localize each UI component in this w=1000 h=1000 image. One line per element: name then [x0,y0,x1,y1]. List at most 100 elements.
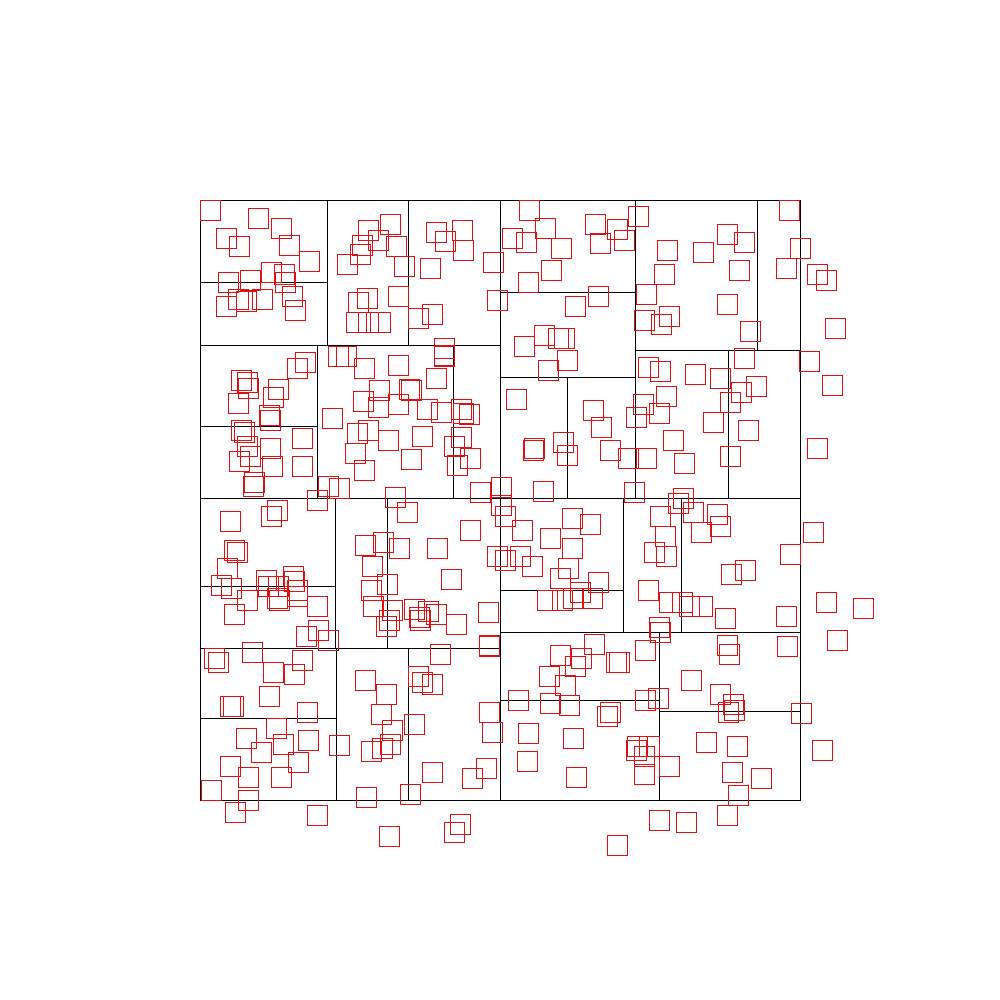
point-box [243,476,264,497]
point-box [229,451,250,472]
point-box [447,455,468,476]
point-box [590,233,611,254]
point-boxes [200,200,874,856]
point-box [388,286,409,307]
point-box [380,214,401,235]
partition-cell [757,200,801,351]
point-box [430,644,451,665]
point-box [693,242,714,263]
point-box [649,403,670,424]
point-box [350,244,371,265]
point-box [550,568,571,589]
point-box [482,722,503,743]
point-box [260,438,281,459]
point-box [400,784,421,805]
point-box [380,734,401,755]
point-box [267,500,288,521]
point-box [420,258,441,279]
point-box [657,240,678,261]
point-box [618,448,639,469]
partition-cell [200,282,328,346]
point-box [242,642,263,663]
point-box [651,314,672,335]
point-box [685,364,706,385]
point-box [417,399,438,420]
point-box [389,538,410,559]
partition-cell [635,350,729,499]
point-box [329,478,350,499]
point-box [388,355,409,376]
point-box [409,607,430,628]
point-box [292,456,313,477]
point-box [259,686,280,707]
point-box [659,592,680,613]
point-box [412,426,433,447]
point-box [460,520,481,541]
point-box [636,284,657,305]
point-box [609,652,630,673]
point-box [216,296,237,317]
point-box [236,291,257,312]
point-box [240,270,261,291]
point-box [638,357,659,378]
point-box [248,208,269,229]
point-box [394,256,415,277]
point-box [444,436,465,457]
point-box [422,762,443,783]
point-box [453,403,474,424]
point-box [274,264,295,285]
point-box [478,602,499,623]
point-box [565,656,586,677]
point-box [563,588,584,609]
point-box [284,664,305,685]
point-box [495,506,516,527]
point-box [635,690,656,711]
point-box [779,200,800,221]
point-box [672,592,693,613]
point-box [799,351,820,372]
point-box [282,286,303,307]
point-box [376,684,397,705]
point-box [582,588,603,609]
point-box [422,674,443,695]
point-box [204,648,225,669]
point-box [459,404,480,425]
point-box [807,438,828,459]
point-box [692,596,713,617]
point-box [263,387,284,408]
point-box [373,532,394,553]
point-box [776,258,797,279]
point-box [600,440,621,461]
point-box [638,580,659,601]
point-box [251,742,272,763]
point-box [220,756,241,777]
point-box [827,630,848,651]
point-box [237,590,258,611]
point-box [803,522,824,543]
point-box [584,634,605,655]
point-box [362,556,383,577]
point-box [376,616,397,637]
point-box [329,735,350,756]
point-box [435,231,456,252]
point-box [354,460,375,481]
point-box [541,260,562,281]
point-box [244,472,265,493]
point-box [508,690,529,711]
point-box [229,236,250,257]
point-box [825,318,846,339]
point-box [519,200,540,221]
point-box [385,487,406,508]
partition-cell [635,200,758,351]
point-box [717,635,738,656]
point-box [377,574,398,595]
point-box [322,408,343,429]
point-box [551,238,572,259]
point-box [352,235,373,256]
point-box [460,448,481,469]
point-box [307,490,328,511]
point-box [318,630,339,651]
point-box [539,666,560,687]
partition-cell [200,200,328,283]
point-box [299,251,320,272]
